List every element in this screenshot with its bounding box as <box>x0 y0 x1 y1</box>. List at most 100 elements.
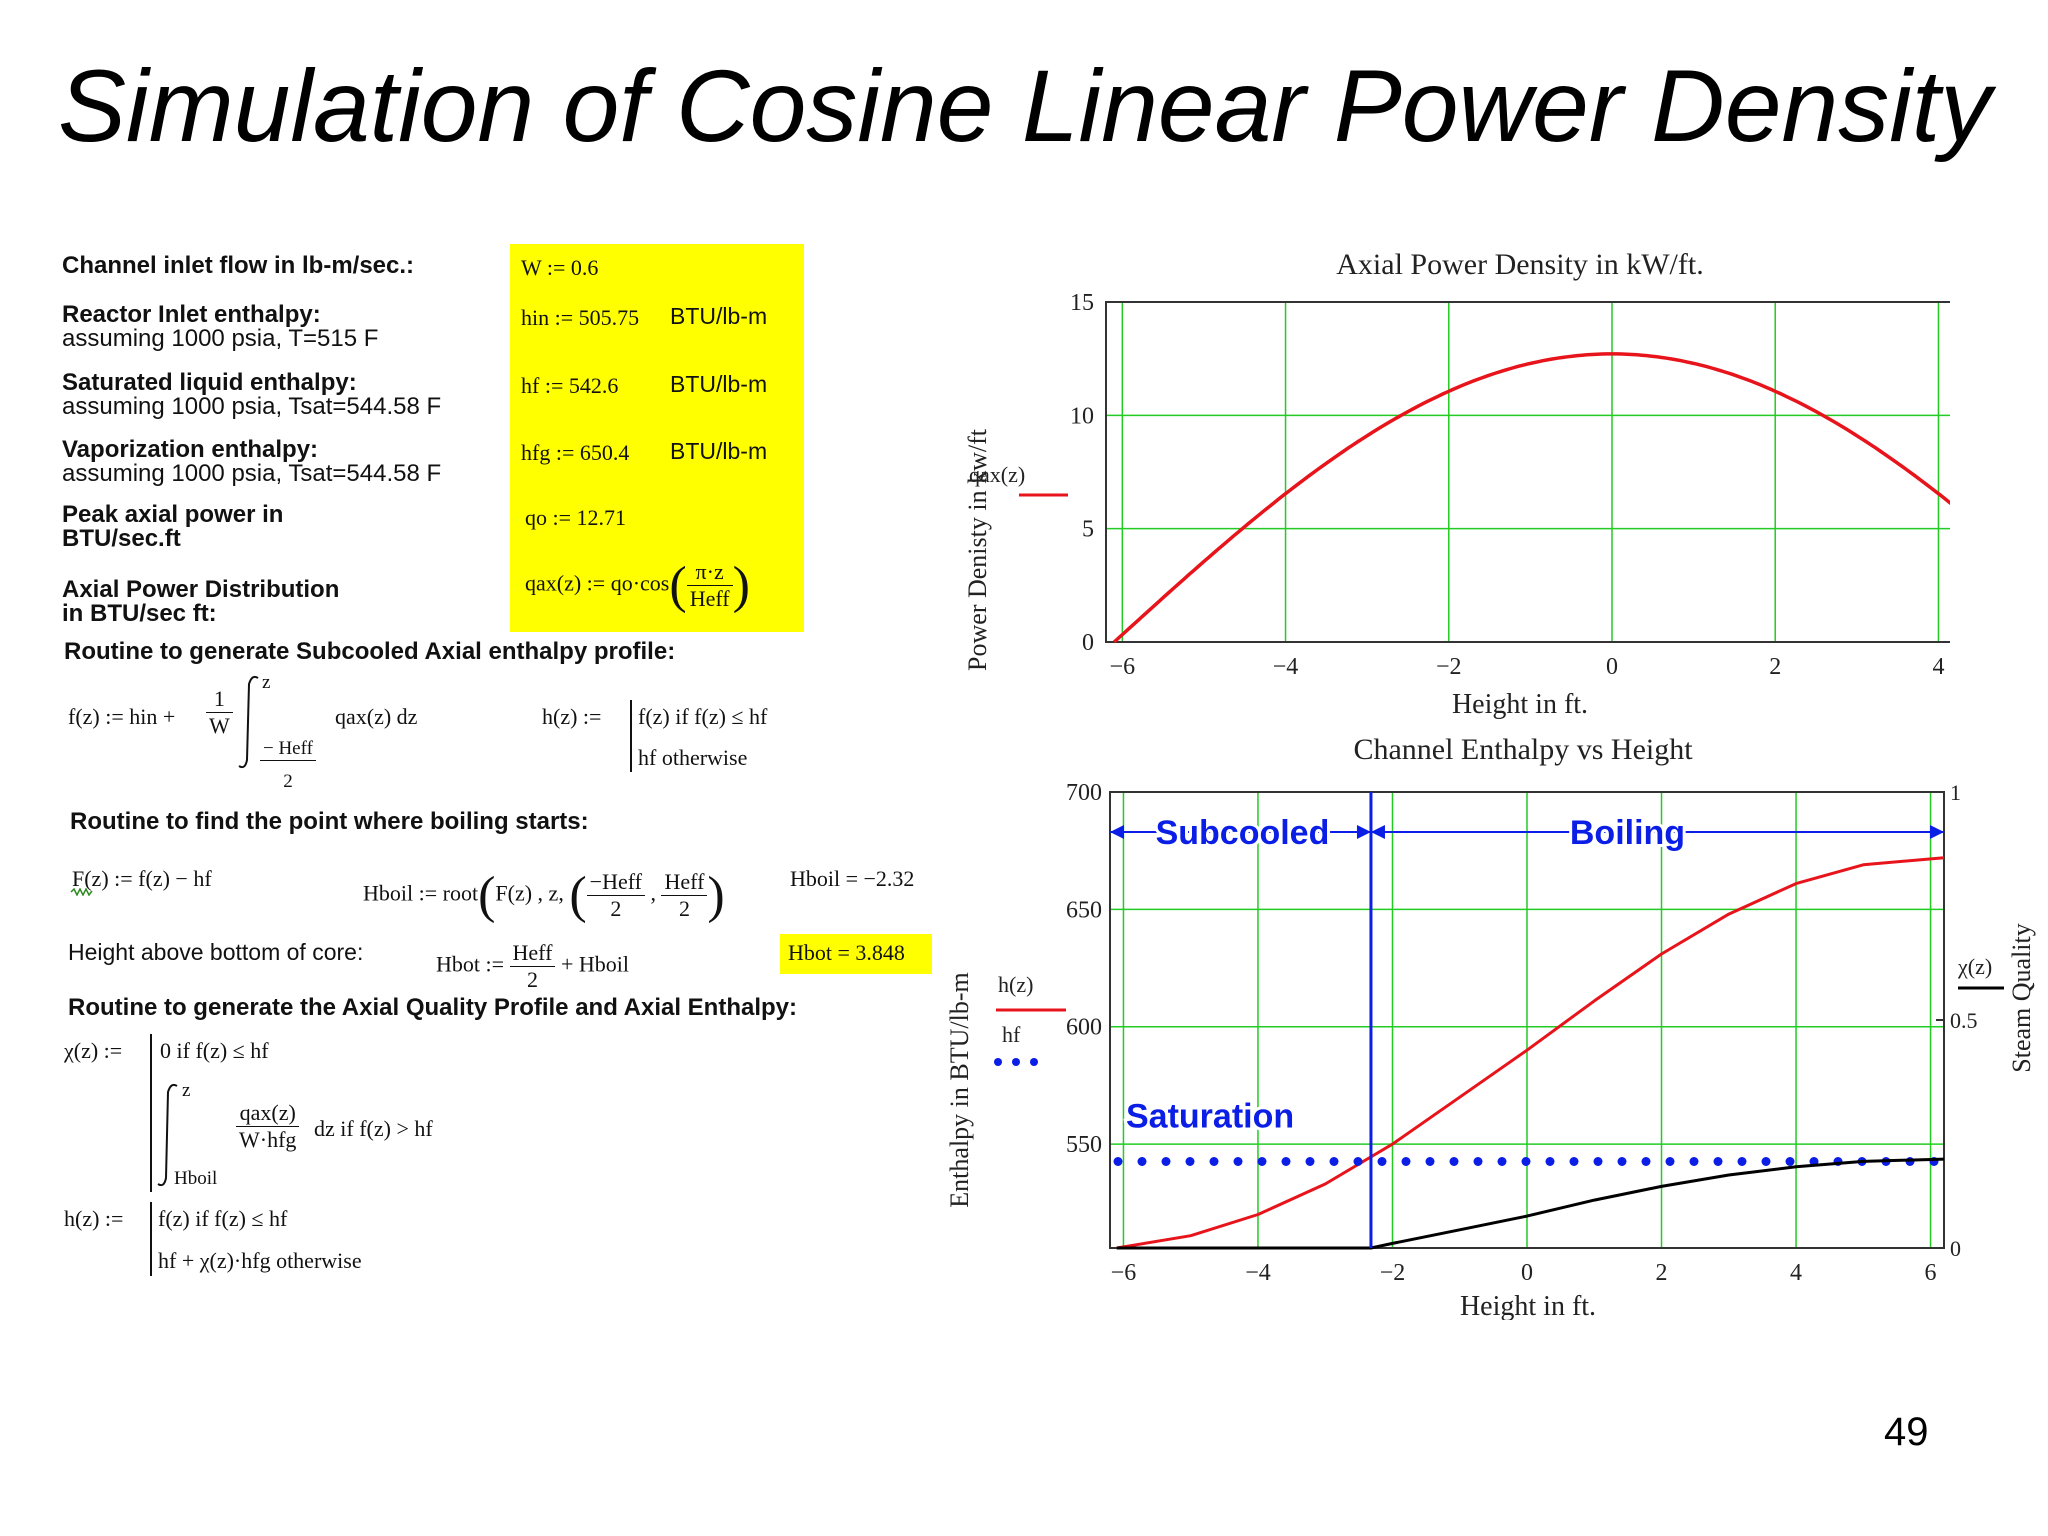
chart1-xtick: 0 <box>1606 654 1618 680</box>
label-sat-liquid: Saturated liquid enthalpy: assuming 1000 … <box>62 369 442 420</box>
chart2-series-hf-dot <box>1713 1156 1723 1166</box>
result-hboil: Hboil = −2.32 <box>790 866 915 891</box>
chart2-xlabel: Height in ft. <box>1460 1291 1596 1320</box>
eq-chi-row2: dz if f(z) > hf <box>314 1116 433 1141</box>
chart2-legend-hf: hf <box>1002 1022 1021 1047</box>
eq-h1-bar <box>630 700 632 772</box>
label-axial-distribution: Axial Power Distribution in BTU/sec ft: <box>62 576 340 627</box>
boiling-label: Boiling <box>1570 814 1685 852</box>
chart2-series-hf-dot <box>1521 1156 1531 1166</box>
label-inlet-enthalpy: Reactor Inlet enthalpy: assuming 1000 psi… <box>62 301 379 352</box>
chart2-series-hf-dot <box>1113 1156 1123 1166</box>
label-peak-power: Peak axial power in BTU/sec.ft <box>62 501 284 552</box>
eq-F: F(z) := f(z) − hf <box>72 866 212 891</box>
chart2-series-hf-dot <box>1569 1156 1579 1166</box>
chart2-series-hf-dot <box>1257 1156 1267 1166</box>
chart2-series-hf-dot <box>1185 1156 1195 1166</box>
chart2-legend-hf-dots <box>994 1058 1038 1066</box>
result-hbot-highlight <box>780 934 932 974</box>
unit-hfg: BTU/lb-m <box>670 438 768 464</box>
chart1-xtick: 4 <box>1932 654 1944 680</box>
expr-hfg: hfg := 650.4 <box>521 440 630 465</box>
label-inlet-flow: Channel inlet flow in lb-m/sec.: <box>62 252 415 279</box>
chart2-y2tick: 0.5 <box>1950 1008 1978 1033</box>
chart2-series-hf-dot <box>1449 1156 1459 1166</box>
eq-f-lhs: f(z) := hin + <box>68 704 176 729</box>
integral-sign-chi <box>157 1083 178 1187</box>
label-height-above-bottom: Height above bottom of core: <box>68 939 364 965</box>
page-number: 49 <box>1884 1410 1929 1454</box>
section-subcooled: Routine to generate Subcooled Axial enth… <box>64 638 676 665</box>
eq-chi-frac: qax(z) W·hfg <box>236 1100 300 1153</box>
subcooled-arrow-left-head <box>1110 825 1124 839</box>
chart1-title: Axial Power Density in kW/ft. <box>1336 248 1703 281</box>
eq-f-lower: − Heff 2 <box>260 738 316 793</box>
chart2-series-hf-dot <box>1473 1156 1483 1166</box>
chart1-frame <box>1105 301 1950 643</box>
chart2-y2label: Steam Quality <box>2007 923 2036 1072</box>
squiggle-underline <box>70 888 93 896</box>
chart2-ytick: 650 <box>1066 897 1102 923</box>
chart2-series-hf-dot <box>1593 1156 1603 1166</box>
power-density-chart: Axial Power Density in kW/ft. −6−4−20246… <box>963 248 1950 720</box>
expr-qo: qo := 12.71 <box>525 505 627 530</box>
chart2-legend-chi: χ(z) <box>1957 954 1992 979</box>
label-vaporization: Vaporization enthalpy: assuming 1000 psia… <box>62 436 442 487</box>
chart2-series-hf-dot <box>1689 1156 1699 1166</box>
chart1-ylabel: Power Denisty in kw/ft <box>963 428 992 671</box>
eq-h1-row1: f(z) if f(z) ≤ hf <box>638 704 768 729</box>
chart2-y2tick: 1 <box>1950 780 1961 805</box>
eq-h2-row1: f(z) if f(z) ≤ hf <box>158 1206 288 1231</box>
result-hbot: Hbot = 3.848 <box>788 940 905 965</box>
eq-h1-row2: hf otherwise <box>638 745 748 770</box>
chart2-series-hf-dot <box>1425 1156 1435 1166</box>
chart1-xtick: −4 <box>1273 654 1299 680</box>
chart2-series-hf-dot <box>1641 1156 1651 1166</box>
chart1-ytick: 10 <box>1070 403 1094 429</box>
chart2-series-hf-dot <box>1209 1156 1219 1166</box>
chart2-ytick: 700 <box>1066 780 1102 806</box>
eq-h2-bar <box>150 1202 152 1276</box>
eq-hbot: Hbot := Heff 2 + Hboil <box>436 940 629 992</box>
unit-hf: BTU/lb-m <box>670 371 768 397</box>
chart2-series-hf-dot <box>1401 1156 1411 1166</box>
subcooled-arrow-right-head <box>1356 825 1371 839</box>
chart2-y2tick: 0 <box>1950 1236 1961 1261</box>
chart2-xtick: −6 <box>1111 1260 1137 1286</box>
chart2-xtick: −2 <box>1380 1260 1406 1286</box>
chart2-series-hf-dot <box>1617 1156 1627 1166</box>
chart1-xtick: −2 <box>1436 654 1462 680</box>
chart2-title: Channel Enthalpy vs Height <box>1353 733 1693 766</box>
chart2-xtick: 2 <box>1656 1260 1668 1286</box>
chart2-series-hf-dot <box>1281 1156 1291 1166</box>
chart1-xtick: 2 <box>1769 654 1781 680</box>
eq-chi-lower: Hboil <box>174 1168 218 1189</box>
slide-title: Simulation of Cosine Linear Power Densit… <box>58 49 1992 163</box>
chart1-ytick: 15 <box>1070 290 1094 316</box>
eq-hboil: Hboil := root(F(z) , z, (−Heff 2 , Heff 2) <box>363 867 725 924</box>
chart2-series-hf-dot <box>1665 1156 1675 1166</box>
chart2-series-hf-dot <box>1137 1156 1147 1166</box>
eq-chi-lhs: χ(z) := <box>64 1038 123 1063</box>
eq-f-upper: z <box>262 672 271 693</box>
section-quality: Routine to generate the Axial Quality Pr… <box>68 994 798 1021</box>
expr-hf: hf := 542.6 <box>521 373 619 398</box>
eq-chi-row1: 0 if f(z) ≤ hf <box>160 1038 269 1063</box>
chart2-legend-h: h(z) <box>998 972 1033 997</box>
chart1-xtick: −6 <box>1110 654 1136 680</box>
eq-h2-lhs: h(z) := <box>64 1206 124 1231</box>
chart2-xtick: 4 <box>1790 1260 1802 1286</box>
chart2-series-hf-dot <box>1161 1156 1171 1166</box>
chart1-series-qax <box>1113 352 1950 644</box>
chart1-legend-label: qax(z) <box>969 462 1025 487</box>
chart2-series-hf-dot <box>1545 1156 1555 1166</box>
boiling-arrow-left-head <box>1370 825 1385 839</box>
enthalpy-chart: Channel Enthalpy vs Height −6 −4 −2 0 2 4 6 550… <box>945 733 2036 1320</box>
saturation-label: Saturation <box>1126 1097 1294 1135</box>
subcooled-label: Subcooled <box>1156 814 1330 852</box>
eq-h1-lhs: h(z) := <box>542 704 602 729</box>
chart2-series-hf-dot <box>1353 1156 1363 1166</box>
integral-sign-f <box>238 675 259 769</box>
eq-chi-bar <box>150 1034 152 1192</box>
